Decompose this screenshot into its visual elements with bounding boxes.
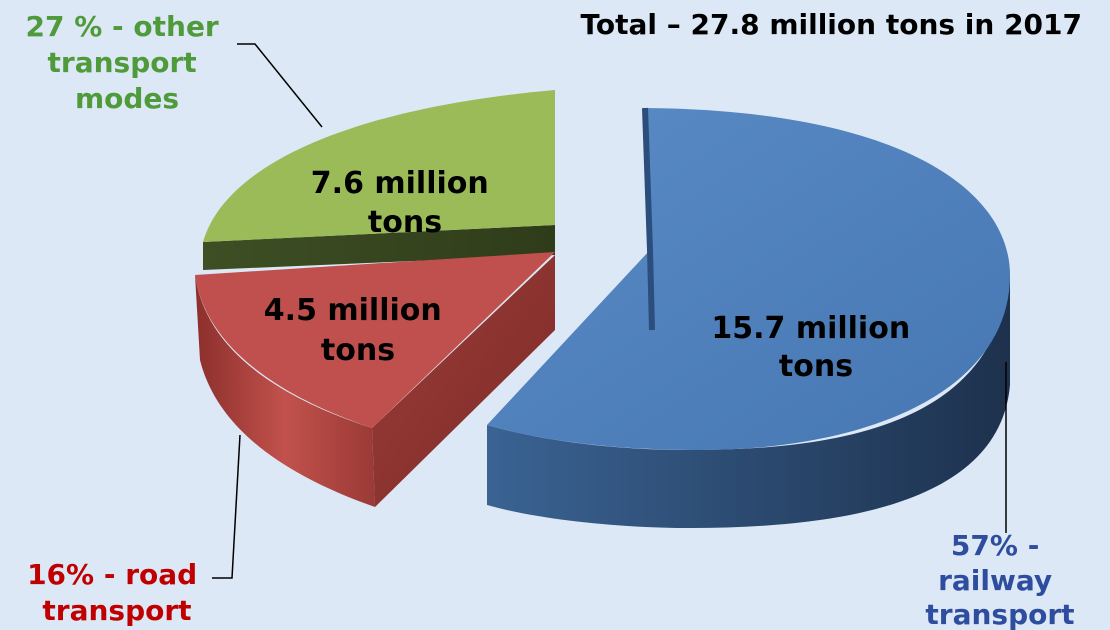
- value-label-other: 7.6 million tons: [311, 166, 499, 240]
- leader-line-road: [212, 434, 241, 579]
- slice-road-side: [195, 275, 375, 507]
- category-label-railway: 57% - railway transport: [925, 529, 1074, 630]
- leader-line-other: [237, 43, 323, 128]
- slice-road-cut-face: [372, 255, 555, 507]
- value-label-road: 4.5 million tons: [264, 293, 452, 368]
- slice-railway-side: [487, 270, 1010, 528]
- chart-title: Total – 27.8 million tons in 2017: [581, 8, 1082, 41]
- slice-railway-top: [487, 108, 1010, 450]
- category-label-road: 16% - road transport: [27, 558, 207, 627]
- slice-other-top: [203, 90, 555, 242]
- category-label-other: 27 % - other transport modes: [26, 10, 229, 115]
- value-label-railway: 15.7 million tons: [711, 311, 920, 384]
- slice-road: [195, 252, 555, 507]
- slice-railway: [487, 107, 1010, 528]
- slice-road-top: [195, 252, 555, 428]
- slice-railway-cut-edge: [642, 107, 655, 331]
